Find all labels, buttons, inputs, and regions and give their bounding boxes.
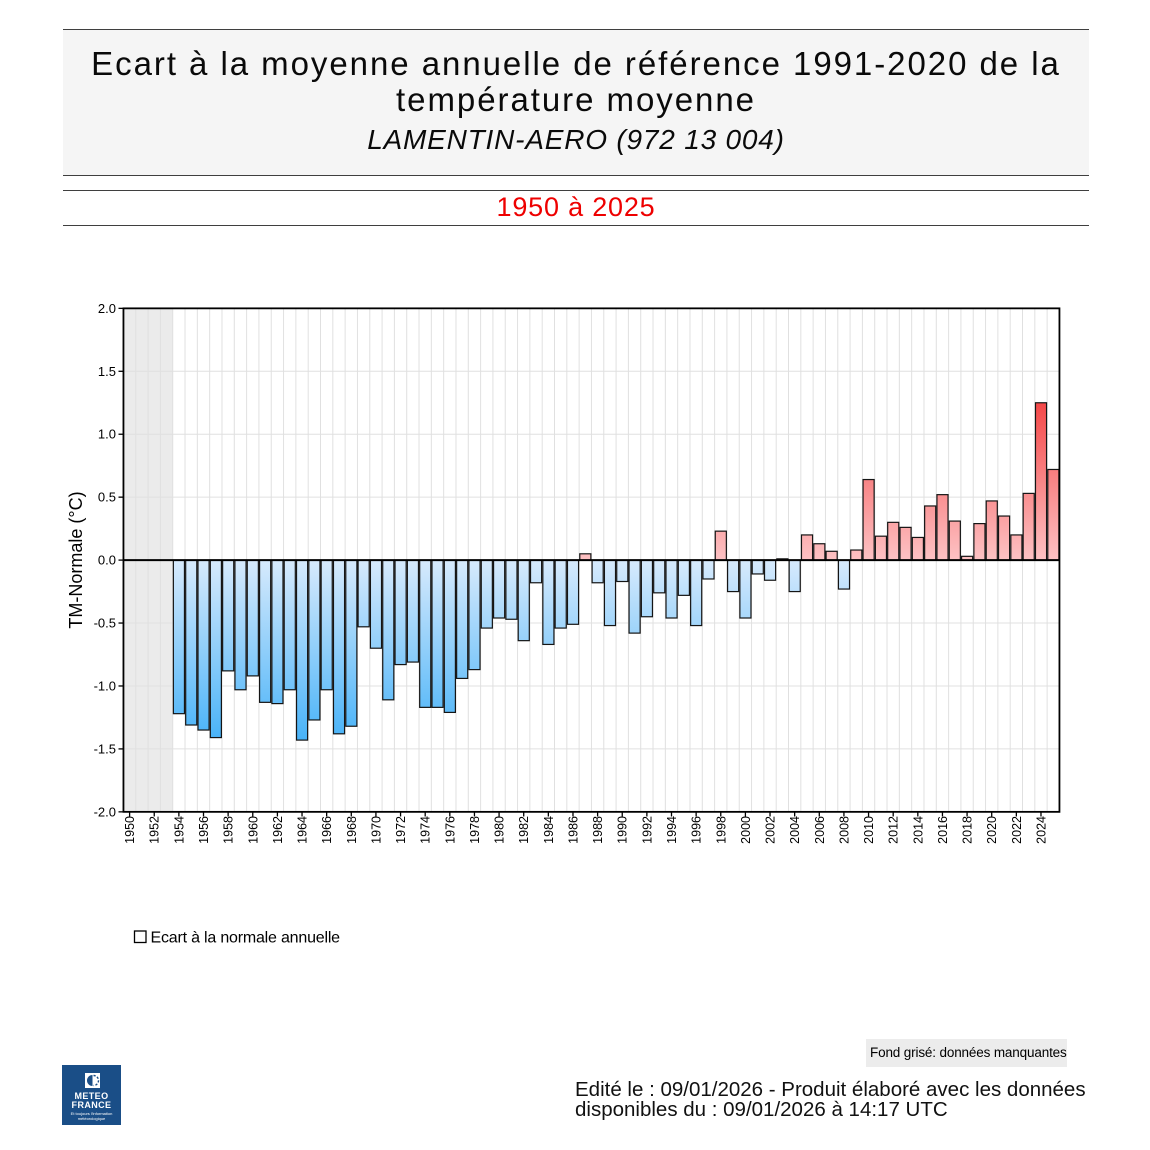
svg-text:1982: 1982 bbox=[517, 816, 531, 844]
svg-text:-1.5: -1.5 bbox=[94, 741, 116, 756]
svg-text:1984: 1984 bbox=[542, 816, 556, 844]
svg-text:1962: 1962 bbox=[271, 816, 285, 844]
svg-text:2002: 2002 bbox=[764, 816, 778, 844]
svg-text:1992: 1992 bbox=[640, 816, 654, 844]
svg-text:2014: 2014 bbox=[911, 816, 925, 844]
svg-text:1954: 1954 bbox=[172, 816, 186, 844]
svg-text:2004: 2004 bbox=[788, 816, 802, 844]
svg-text:1998: 1998 bbox=[714, 816, 728, 844]
svg-text:-1.0: -1.0 bbox=[94, 678, 116, 693]
svg-text:2018: 2018 bbox=[961, 816, 975, 844]
svg-text:1990: 1990 bbox=[616, 816, 630, 844]
svg-text:1994: 1994 bbox=[665, 816, 679, 844]
svg-text:1970: 1970 bbox=[369, 816, 383, 844]
svg-text:2022: 2022 bbox=[1010, 816, 1024, 844]
svg-text:-2.0: -2.0 bbox=[94, 804, 116, 819]
svg-text:1980: 1980 bbox=[493, 816, 507, 844]
svg-text:1952: 1952 bbox=[148, 816, 162, 844]
svg-text:0.5: 0.5 bbox=[98, 490, 116, 505]
svg-text:1996: 1996 bbox=[690, 816, 704, 844]
svg-text:Ecart à la normale annuelle: Ecart à la normale annuelle bbox=[151, 930, 341, 947]
svg-text:1988: 1988 bbox=[591, 816, 605, 844]
svg-text:1.0: 1.0 bbox=[98, 427, 116, 442]
svg-text:1976: 1976 bbox=[443, 816, 457, 844]
svg-text:1964: 1964 bbox=[296, 816, 310, 844]
svg-text:1978: 1978 bbox=[468, 816, 482, 844]
svg-text:1.5: 1.5 bbox=[98, 364, 116, 379]
svg-text:TM-Normale (°C): TM-Normale (°C) bbox=[66, 491, 86, 628]
svg-text:1986: 1986 bbox=[566, 816, 580, 844]
svg-text:2020: 2020 bbox=[985, 816, 999, 844]
svg-text:2016: 2016 bbox=[936, 816, 950, 844]
svg-text:2.0: 2.0 bbox=[98, 301, 116, 316]
svg-text:2000: 2000 bbox=[739, 816, 753, 844]
svg-text:-0.5: -0.5 bbox=[94, 616, 116, 631]
svg-text:1950: 1950 bbox=[123, 816, 137, 844]
svg-text:1972: 1972 bbox=[394, 816, 408, 844]
svg-text:1968: 1968 bbox=[345, 816, 359, 844]
svg-text:1960: 1960 bbox=[246, 816, 260, 844]
svg-text:2010: 2010 bbox=[862, 816, 876, 844]
svg-text:1958: 1958 bbox=[222, 816, 236, 844]
svg-text:2012: 2012 bbox=[887, 816, 901, 844]
svg-text:2008: 2008 bbox=[837, 816, 851, 844]
svg-text:1956: 1956 bbox=[197, 816, 211, 844]
svg-text:1974: 1974 bbox=[419, 816, 433, 844]
svg-text:1966: 1966 bbox=[320, 816, 334, 844]
svg-text:2006: 2006 bbox=[813, 816, 827, 844]
svg-text:2024: 2024 bbox=[1034, 816, 1048, 844]
svg-text:0.0: 0.0 bbox=[98, 553, 116, 568]
